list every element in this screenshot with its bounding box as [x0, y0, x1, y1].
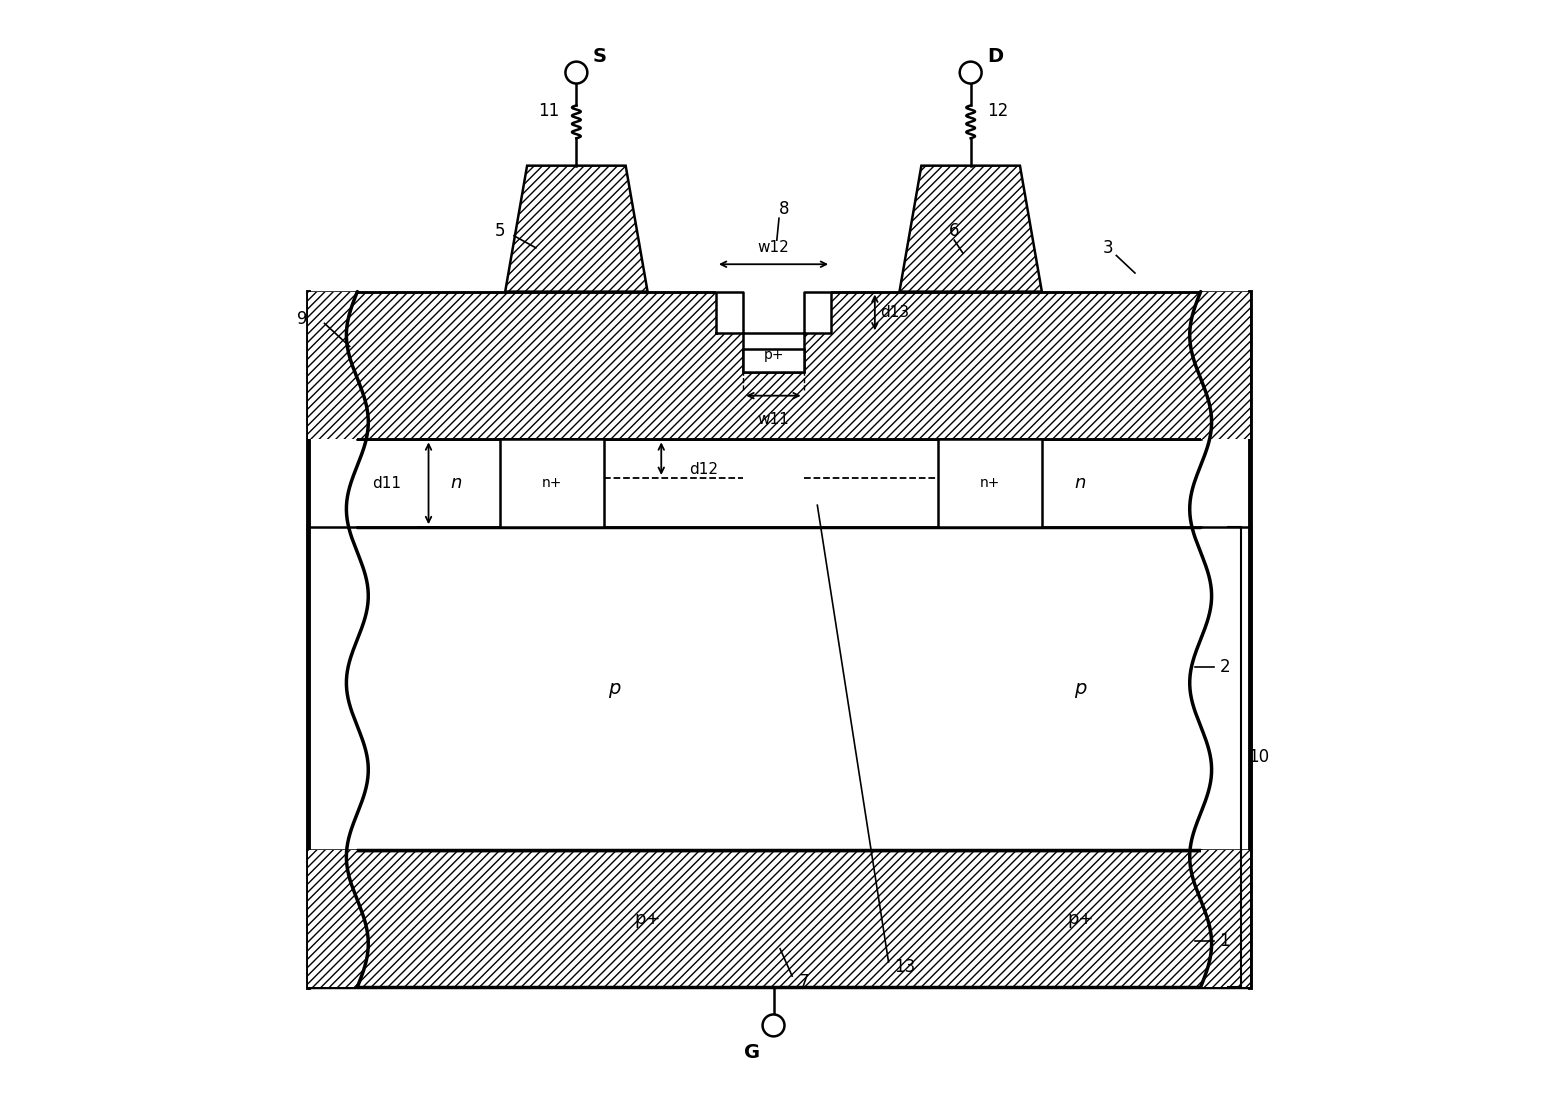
Bar	[308, 292, 1250, 439]
Circle shape	[960, 61, 982, 83]
Text: S: S	[592, 46, 606, 66]
Text: G: G	[743, 1043, 760, 1062]
Text: 12: 12	[988, 102, 1008, 120]
Bar	[308, 292, 1250, 439]
Text: 6: 6	[949, 223, 960, 240]
Text: D: D	[988, 46, 1003, 66]
Bar	[308, 850, 1250, 987]
Text: 1: 1	[1220, 931, 1229, 950]
Text: 10: 10	[1248, 748, 1268, 766]
Text: p+: p+	[763, 348, 784, 361]
Text: n: n	[1075, 474, 1086, 492]
Bar	[308, 850, 357, 987]
Text: n: n	[450, 474, 461, 492]
Text: n+: n+	[542, 477, 562, 491]
Text: 9: 9	[298, 310, 308, 328]
Text: p+: p+	[634, 909, 661, 928]
Text: 2: 2	[1220, 658, 1229, 675]
Text: p: p	[609, 680, 622, 698]
Text: d13: d13	[880, 305, 910, 320]
Text: p+: p+	[1067, 909, 1094, 928]
Bar	[1201, 292, 1250, 439]
Bar	[743, 332, 804, 371]
Bar	[1201, 850, 1250, 987]
Text: 11: 11	[539, 102, 559, 120]
Bar	[938, 439, 1042, 527]
Bar	[308, 292, 357, 439]
Polygon shape	[899, 166, 1042, 292]
Bar	[308, 850, 357, 987]
Text: 3: 3	[1102, 238, 1112, 257]
Polygon shape	[505, 166, 648, 292]
Text: n+: n+	[980, 477, 1000, 491]
Text: 7: 7	[799, 973, 810, 990]
Circle shape	[762, 1015, 785, 1037]
Bar	[308, 439, 1250, 527]
Text: 13: 13	[894, 959, 916, 976]
Text: 8: 8	[779, 201, 790, 219]
Text: w12: w12	[757, 240, 790, 256]
Circle shape	[566, 61, 587, 83]
Text: d11: d11	[372, 475, 400, 491]
Bar	[1201, 292, 1250, 987]
Bar	[500, 439, 605, 527]
Text: 5: 5	[494, 223, 505, 240]
Text: p: p	[1073, 680, 1086, 698]
Bar	[1201, 292, 1250, 439]
Bar	[308, 292, 357, 987]
Text: w11: w11	[757, 412, 790, 427]
Bar	[308, 527, 1250, 850]
Bar	[1201, 850, 1250, 987]
Bar	[743, 348, 804, 371]
Bar	[308, 292, 357, 439]
Bar	[308, 850, 1250, 987]
Text: d12: d12	[689, 462, 718, 478]
Bar	[717, 290, 830, 333]
